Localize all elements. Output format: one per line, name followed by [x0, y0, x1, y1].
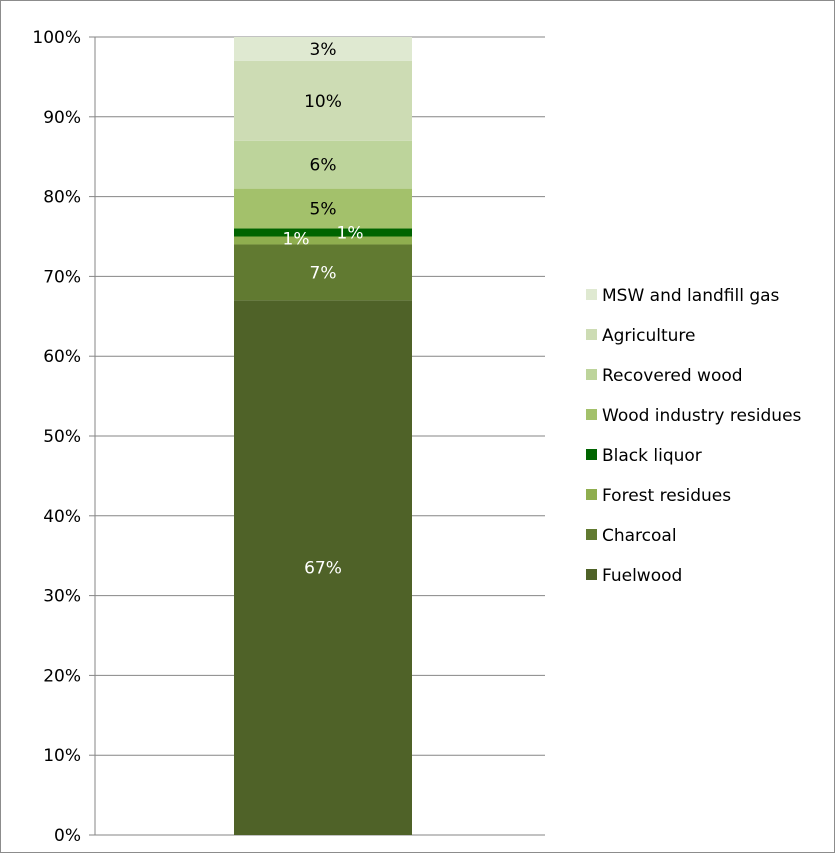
y-tick-label: 0% [54, 826, 81, 846]
data-labels: 67% 7%1% 1%5% 6% 10% 3% [283, 40, 364, 579]
legend-label: MSW and landfill gas [602, 286, 780, 306]
y-axis: 0% 10% 20% 30% 40% 50% 60% 70% 80% 90% 100% [32, 28, 96, 846]
legend-swatch [586, 369, 597, 380]
bar-segment [234, 188, 412, 229]
data-label: 67% [304, 559, 342, 579]
legend: MSW and landfill gas Agriculture Recovered… [586, 286, 802, 586]
bar-segment [234, 236, 412, 245]
y-tick-label: 70% [43, 267, 81, 287]
legend-swatch [586, 449, 597, 460]
bar-segment [234, 300, 412, 836]
bar-segment [234, 244, 412, 301]
y-tick-label: 100% [32, 28, 81, 48]
y-tick-label: 90% [43, 108, 81, 128]
legend-swatch [586, 409, 597, 420]
data-label: 7% [310, 263, 337, 283]
legend-swatch [586, 289, 597, 300]
bar-segment [234, 37, 412, 61]
data-label: 1% [283, 229, 310, 249]
legend-swatch [586, 529, 597, 540]
y-tick-label: 50% [43, 427, 81, 447]
data-label: 3% [310, 40, 337, 60]
data-label: 6% [310, 156, 337, 176]
legend-label: Forest residues [602, 486, 731, 506]
y-tick-label: 80% [43, 188, 81, 208]
legend-swatch [586, 329, 597, 340]
legend-label: Black liquor [602, 446, 702, 466]
bar-segment [234, 228, 412, 237]
legend-label: Charcoal [602, 526, 677, 546]
legend-label: Fuelwood [602, 566, 682, 586]
y-tick-label: 30% [43, 587, 81, 607]
legend-swatch [586, 489, 597, 500]
bar-segment [234, 60, 412, 141]
y-tick-label: 20% [43, 666, 81, 686]
y-tick-label: 10% [43, 746, 81, 766]
legend-label: Recovered wood [602, 366, 743, 386]
bar-segment [234, 140, 412, 189]
data-label: 5% [310, 200, 337, 220]
y-tick-label: 60% [43, 347, 81, 367]
legend-label: Agriculture [602, 326, 696, 346]
data-label: 10% [304, 92, 342, 112]
legend-label: Wood industry residues [602, 406, 802, 426]
legend-swatch [586, 569, 597, 580]
y-tick-label: 40% [43, 507, 81, 527]
bar-stack [234, 37, 412, 836]
data-label: 1% [337, 224, 364, 244]
